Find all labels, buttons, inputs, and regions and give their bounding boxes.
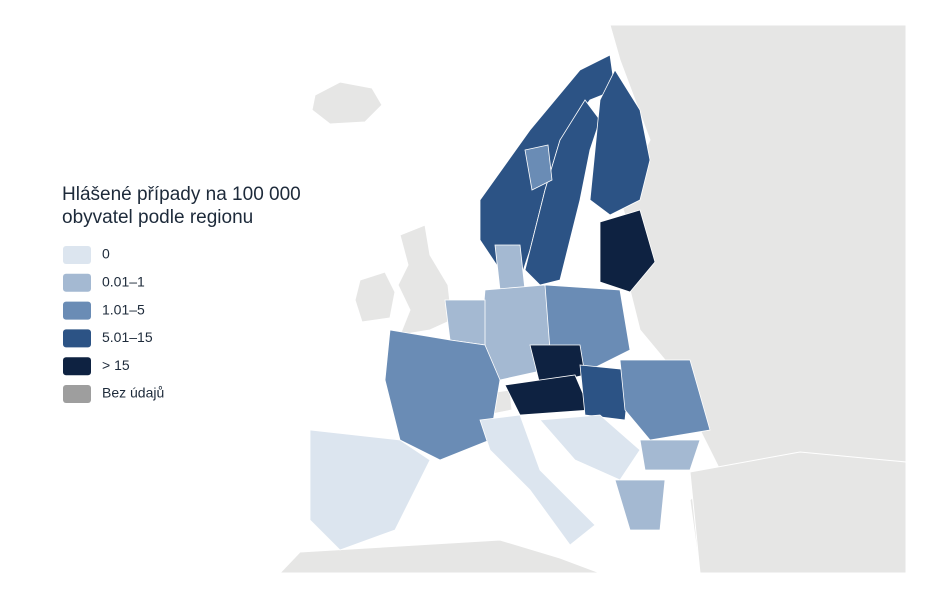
legend-swatch <box>63 357 91 376</box>
region <box>309 429 431 551</box>
region <box>524 99 601 286</box>
legend-swatch <box>63 329 91 348</box>
region <box>619 359 711 441</box>
region <box>614 479 666 531</box>
regions <box>309 54 711 551</box>
region <box>384 329 501 461</box>
great-britain <box>397 224 453 336</box>
north-africa <box>278 539 601 574</box>
ireland <box>354 271 396 323</box>
legend-swatch <box>63 301 91 320</box>
legend-title: obyvatel podle regionu <box>62 207 253 228</box>
legend-label: 1.01–5 <box>102 301 145 317</box>
legend-swatch <box>63 385 91 403</box>
base-land <box>278 24 907 574</box>
legend-label: Bez údajů <box>102 385 164 401</box>
region <box>599 209 656 293</box>
legend-label: 5.01–15 <box>102 329 153 345</box>
region <box>539 414 641 481</box>
region <box>589 69 651 216</box>
iceland <box>311 81 383 125</box>
legend-swatch <box>63 246 91 264</box>
region <box>494 244 526 291</box>
legend-label: > 15 <box>102 357 130 373</box>
legend-swatch <box>63 273 91 292</box>
legend-label: 0.01–1 <box>102 274 145 290</box>
region <box>524 144 553 191</box>
region <box>504 374 591 416</box>
turkey <box>689 451 907 574</box>
legend-title: Hlášené případy na 100 000 <box>62 184 301 205</box>
region <box>479 414 596 546</box>
region <box>444 299 486 346</box>
region <box>639 439 701 471</box>
legend-label: 0 <box>102 246 110 262</box>
region <box>579 364 631 421</box>
